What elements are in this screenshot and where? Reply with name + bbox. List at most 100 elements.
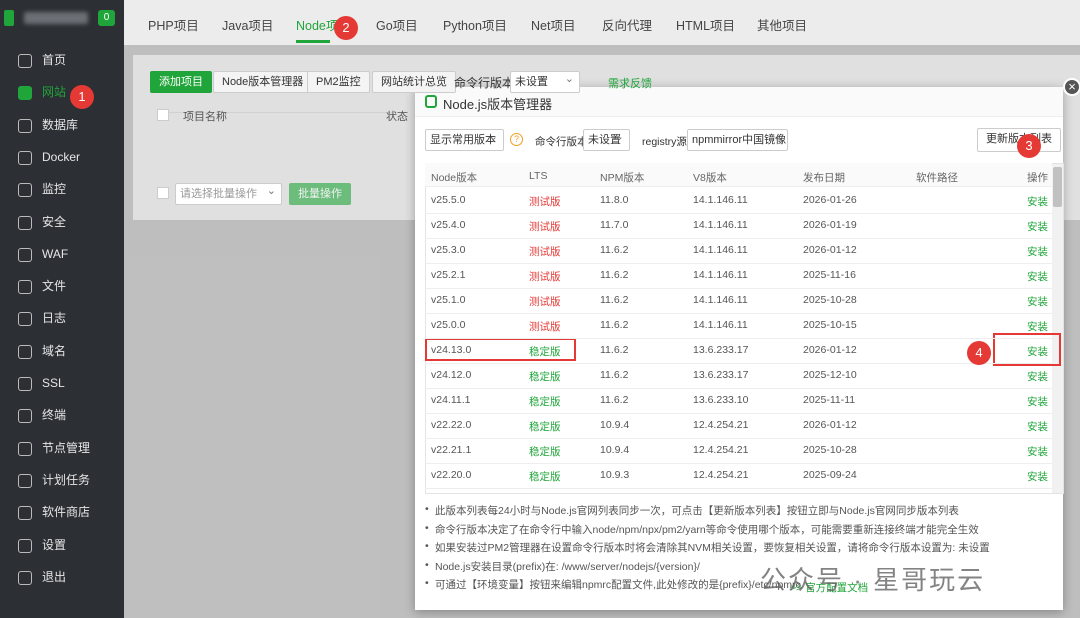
tab[interactable]: Python项目 <box>443 19 507 33</box>
menu-item[interactable]: SSL <box>16 373 65 393</box>
menu-item[interactable]: 节点管理 <box>16 438 90 458</box>
menu-item[interactable]: 软件商店 <box>16 502 90 522</box>
install-button[interactable]: 安装 <box>1027 471 1048 483</box>
install-button[interactable]: 安装 <box>1027 246 1048 258</box>
cell-version: v22.21.1 <box>431 444 472 456</box>
cell-lts: 稳定版 <box>529 446 561 458</box>
cell-date: 2026-01-26 <box>803 194 857 206</box>
cell-v8: 13.6.233.17 <box>693 344 749 356</box>
cell-date: 2026-01-19 <box>803 219 857 231</box>
install-button[interactable]: 安装 <box>1027 396 1048 408</box>
label: 命令行版本 <box>454 76 515 90</box>
cell-lts: 测试版 <box>529 246 561 258</box>
cell-v8: 13.6.233.10 <box>693 394 749 406</box>
select[interactable]: 请选择批量操作 <box>175 181 282 205</box>
close-button[interactable]: × <box>1063 78 1080 96</box>
annotation-marker: 1 <box>70 85 94 109</box>
toolbar-button[interactable]: 网站统计总览 <box>372 71 456 93</box>
cell-npm: 11.6.2 <box>600 294 629 306</box>
scrollbar[interactable] <box>1052 164 1063 493</box>
select[interactable]: npmmirror中国镜像 <box>687 127 788 151</box>
cell-lts: 测试版 <box>529 196 561 208</box>
menu-item[interactable]: 文件 <box>16 276 66 296</box>
menu-item[interactable]: 网站 <box>16 82 66 102</box>
cell-date: 2025-10-15 <box>803 319 857 331</box>
select[interactable]: 显示常用版本 <box>425 127 504 151</box>
button[interactable]: 批量操作 <box>289 183 351 205</box>
menu-item[interactable]: 监控 <box>16 179 66 199</box>
menu-item[interactable]: 首页 <box>16 50 66 70</box>
cell-date: 2025-11-16 <box>803 269 856 281</box>
cell-npm: 10.9.4 <box>600 419 630 431</box>
badge: 0 <box>98 10 115 26</box>
select[interactable]: 未设置 <box>583 127 630 151</box>
menu-item[interactable]: 退出 <box>16 567 66 587</box>
cell-version: v24.13.0 <box>431 344 472 356</box>
sidebar: 0 首页网站数据库 Docker 监控安全 WAF 文件日志域名 SSL 终端节点管理计划任… <box>0 0 124 618</box>
cell-v8: 12.4.254.21 <box>693 469 749 481</box>
install-button[interactable]: 安装 <box>1027 196 1048 208</box>
cell-npm: 11.6.2 <box>600 269 629 281</box>
tab[interactable]: Java项目 <box>222 19 274 33</box>
menu-item[interactable]: 日志 <box>16 308 66 328</box>
scrollbar-thumb[interactable] <box>1053 167 1062 207</box>
tab[interactable]: PHP项目 <box>148 19 199 33</box>
node-icon <box>425 95 437 108</box>
doc-link[interactable]: >> 官方配置文档 <box>790 582 869 594</box>
menu-item[interactable]: 计划任务 <box>16 470 90 490</box>
install-button[interactable]: 安装 <box>1027 271 1048 283</box>
tab[interactable]: 其他项目 <box>757 19 808 33</box>
cell-lts: 稳定版 <box>529 371 561 383</box>
select[interactable]: 未设置 <box>510 69 580 93</box>
tab[interactable]: Go项目 <box>376 19 418 33</box>
column-header: 操作 <box>1027 172 1048 184</box>
install-button[interactable]: 安装 <box>1027 296 1048 308</box>
active-tab-underline <box>296 40 330 43</box>
annotation-marker: 4 <box>967 341 991 365</box>
menu-item[interactable]: 终端 <box>16 405 66 425</box>
install-button[interactable]: 安装 <box>1027 221 1048 233</box>
cell-lts: 稳定版 <box>529 396 561 408</box>
install-button[interactable]: 安装 <box>1027 446 1048 458</box>
menu-item[interactable]: WAF <box>16 244 68 264</box>
cell-date: 2025-09-24 <box>803 469 857 481</box>
cell-v8: 12.4.254.21 <box>693 419 749 431</box>
cell-v8: 14.1.146.11 <box>693 294 748 306</box>
note: Node.js安装目录(prefix)在: /www/server/nodejs… <box>425 559 700 574</box>
cell-npm: 11.6.2 <box>600 344 629 356</box>
tab[interactable]: Net项目 <box>531 19 576 33</box>
toolbar-button[interactable]: PM2监控 <box>307 71 370 93</box>
toolbar-button[interactable]: Node版本管理器 <box>213 71 313 93</box>
help-icon[interactable]: ? <box>510 133 523 146</box>
cell-lts: 测试版 <box>529 296 561 308</box>
note: 可通过【环境变量】按钮来编辑npmrc配置文件,此处修改的是{prefix}/e… <box>425 577 801 592</box>
cell-version: v25.2.1 <box>431 269 466 281</box>
install-button[interactable]: 安装 <box>1027 321 1048 333</box>
highlight-box <box>993 333 1061 366</box>
cell-lts: 测试版 <box>529 321 561 333</box>
menu-item[interactable]: 域名 <box>16 341 66 361</box>
row-divider <box>425 413 1052 414</box>
column-header: V8版本 <box>693 172 727 184</box>
install-button[interactable]: 安装 <box>1027 421 1048 433</box>
cell-v8: 14.1.146.11 <box>693 319 748 331</box>
row-divider <box>425 338 1052 339</box>
menu-item[interactable]: 安全 <box>16 212 66 232</box>
toolbar-button[interactable]: 添加项目 <box>150 71 212 93</box>
cell-v8: 14.1.146.11 <box>693 219 748 231</box>
tab[interactable]: HTML项目 <box>676 19 736 33</box>
modal-title: Node.js版本管理器 <box>443 97 553 112</box>
install-button[interactable]: 安装 <box>1027 371 1048 383</box>
row-divider <box>425 388 1052 389</box>
column-header: 发布日期 <box>803 172 845 184</box>
cell-version: v22.20.0 <box>431 469 472 481</box>
install-button[interactable]: 安装 <box>1027 346 1048 358</box>
menu-item[interactable]: 数据库 <box>16 115 78 135</box>
label: 命令行版本 <box>535 136 588 148</box>
menu-item[interactable]: Docker <box>16 147 80 167</box>
tab[interactable]: 反向代理 <box>602 19 653 33</box>
cell-version: v24.12.0 <box>431 369 472 381</box>
menu-item[interactable]: 设置 <box>16 535 66 555</box>
link[interactable]: 需求反馈 <box>608 78 652 90</box>
